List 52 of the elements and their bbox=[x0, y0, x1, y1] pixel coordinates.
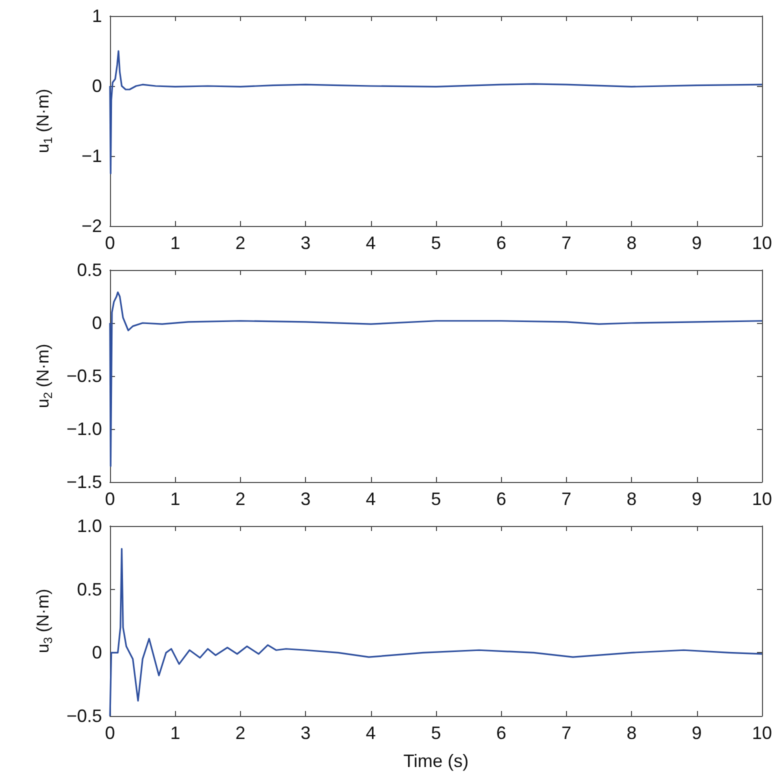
x-tick-label: 8 bbox=[626, 489, 637, 509]
y-tick-label: −0.5 bbox=[66, 366, 102, 386]
x-tick-label: 2 bbox=[235, 723, 246, 743]
x-tick-label: 2 bbox=[235, 489, 246, 509]
x-tick-label: 2 bbox=[235, 233, 246, 253]
y-axis-title: u3 (N·m) bbox=[34, 588, 55, 654]
line-series bbox=[109, 291, 763, 467]
x-tick-label: 0 bbox=[104, 489, 116, 509]
y-tick-label: −1 bbox=[81, 146, 102, 166]
x-tick-label: 6 bbox=[496, 233, 506, 253]
x-tick-label: 7 bbox=[561, 723, 572, 743]
y-tick-label: 1.0 bbox=[76, 516, 102, 536]
x-tick-label: 0 bbox=[104, 233, 116, 253]
x-tick-label: 5 bbox=[430, 489, 442, 509]
y-axis-title: u1 (N·m) bbox=[34, 88, 55, 154]
y-tick-label: 0 bbox=[92, 313, 102, 333]
x-tick-label: 3 bbox=[300, 723, 311, 743]
x-tick-label: 1 bbox=[170, 489, 180, 509]
y-tick-label: 0.5 bbox=[76, 260, 102, 280]
y-tick-label: 0 bbox=[92, 76, 102, 96]
y-axis-title: u2 (N·m) bbox=[34, 344, 55, 408]
x-tick-label: 10 bbox=[752, 723, 772, 743]
x-tick-label: 8 bbox=[626, 233, 637, 253]
x-tick-label: 10 bbox=[752, 489, 772, 509]
x-tick-label: 8 bbox=[626, 723, 637, 743]
y-tick-label: 1 bbox=[92, 6, 102, 26]
x-tick-label: 3 bbox=[300, 489, 311, 509]
x-tick-label: 4 bbox=[366, 233, 376, 253]
x-tick-label: 9 bbox=[692, 489, 702, 509]
x-tick-label: 10 bbox=[752, 233, 772, 253]
x-tick-label: 4 bbox=[366, 489, 376, 509]
y-tick-label: 0.5 bbox=[76, 579, 102, 600]
x-tick-label: 0 bbox=[104, 723, 116, 743]
x-tick-label: 4 bbox=[366, 723, 376, 743]
y-tick-label: −1.5 bbox=[66, 472, 102, 492]
x-tick-label: 7 bbox=[561, 489, 572, 509]
y-tick-label: −2 bbox=[81, 216, 102, 236]
x-axis-title: Time (s) bbox=[403, 751, 469, 771]
x-tick-label: 3 bbox=[300, 233, 311, 253]
x-tick-label: 9 bbox=[692, 233, 702, 253]
x-tick-label: 1 bbox=[170, 723, 180, 743]
x-tick-label: 5 bbox=[430, 723, 442, 743]
x-tick-label: 1 bbox=[170, 233, 180, 253]
x-tick-label: 6 bbox=[496, 723, 506, 743]
x-tick-label: 7 bbox=[561, 233, 572, 253]
x-tick-label: 6 bbox=[496, 489, 506, 509]
y-tick-label: 0 bbox=[92, 642, 102, 663]
x-tick-label: 5 bbox=[430, 233, 442, 253]
line-series bbox=[109, 50, 763, 174]
y-tick-label: −0.5 bbox=[66, 706, 102, 726]
x-tick-label: 9 bbox=[692, 723, 702, 743]
y-tick-label: −1.0 bbox=[66, 419, 102, 439]
